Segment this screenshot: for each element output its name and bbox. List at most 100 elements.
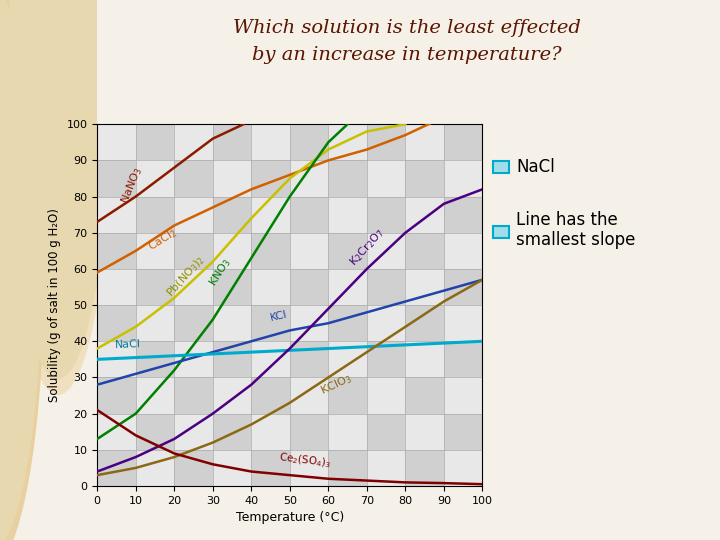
Text: Pb(NO$_3$)$_2$: Pb(NO$_3$)$_2$ (163, 253, 208, 300)
Bar (328, 341, 367, 377)
Text: KNO$_3$: KNO$_3$ (207, 256, 235, 289)
Bar (367, 377, 405, 414)
Bar (213, 341, 251, 377)
Bar (444, 450, 482, 486)
Bar (136, 269, 174, 305)
Bar (328, 160, 367, 197)
Bar (213, 233, 251, 269)
Bar (493, 226, 509, 238)
Bar (290, 197, 328, 233)
Bar (251, 124, 290, 160)
Bar (174, 305, 213, 341)
Bar (97, 269, 136, 305)
Bar (444, 414, 482, 450)
Bar (97, 341, 136, 377)
Bar (251, 414, 290, 450)
Circle shape (8, 0, 109, 378)
Bar (290, 414, 328, 450)
Text: by an increase in temperature?: by an increase in temperature? (252, 46, 562, 64)
Bar (405, 233, 444, 269)
Bar (367, 414, 405, 450)
Bar (136, 233, 174, 269)
Bar (97, 414, 136, 450)
Bar (213, 414, 251, 450)
Text: CaCl$_2$: CaCl$_2$ (145, 226, 180, 254)
Bar (213, 450, 251, 486)
Text: smallest slope: smallest slope (516, 231, 636, 249)
Text: K$_2$Cr$_2$O$_7$: K$_2$Cr$_2$O$_7$ (346, 226, 387, 269)
Bar (290, 377, 328, 414)
Circle shape (5, 0, 112, 394)
Bar (97, 233, 136, 269)
Text: KClO$_3$: KClO$_3$ (318, 372, 354, 398)
Bar (290, 450, 328, 486)
Bar (290, 305, 328, 341)
Bar (405, 341, 444, 377)
Bar (367, 341, 405, 377)
Bar (444, 160, 482, 197)
Bar (174, 233, 213, 269)
Bar (367, 197, 405, 233)
Bar (213, 305, 251, 341)
Bar (405, 414, 444, 450)
Bar (367, 450, 405, 486)
Bar (328, 414, 367, 450)
Bar (444, 233, 482, 269)
Bar (328, 124, 367, 160)
Bar (251, 233, 290, 269)
Bar (213, 269, 251, 305)
Bar (213, 124, 251, 160)
Bar (97, 450, 136, 486)
Bar (367, 124, 405, 160)
Text: NaCl: NaCl (516, 158, 555, 176)
Bar (444, 341, 482, 377)
Bar (136, 197, 174, 233)
Bar (136, 341, 174, 377)
Bar (174, 124, 213, 160)
Bar (174, 197, 213, 233)
Bar (290, 160, 328, 197)
Bar (213, 377, 251, 414)
Bar (367, 233, 405, 269)
Bar (174, 160, 213, 197)
Bar (251, 450, 290, 486)
Text: Which solution is the least effected: Which solution is the least effected (233, 19, 581, 37)
X-axis label: Temperature (°C): Temperature (°C) (235, 511, 344, 524)
Bar (328, 377, 367, 414)
Bar (444, 377, 482, 414)
Circle shape (0, 0, 44, 540)
Y-axis label: Solubility (g of salt in 100 g H₂O): Solubility (g of salt in 100 g H₂O) (48, 208, 61, 402)
Bar (444, 197, 482, 233)
Text: Ce$_2$(SO$_4$)$_3$: Ce$_2$(SO$_4$)$_3$ (278, 451, 332, 471)
Bar (136, 305, 174, 341)
Bar (405, 269, 444, 305)
Bar (405, 377, 444, 414)
Bar (174, 269, 213, 305)
Bar (174, 450, 213, 486)
Bar (97, 160, 136, 197)
Bar (174, 341, 213, 377)
Bar (136, 160, 174, 197)
Bar (136, 377, 174, 414)
Bar (136, 450, 174, 486)
Text: Line has the: Line has the (516, 211, 618, 229)
Bar (444, 269, 482, 305)
Bar (328, 233, 367, 269)
Bar (136, 124, 174, 160)
Bar (251, 160, 290, 197)
Bar (405, 160, 444, 197)
Bar (97, 197, 136, 233)
Bar (251, 269, 290, 305)
Bar (444, 124, 482, 160)
Text: NaCl: NaCl (114, 340, 141, 350)
Bar (405, 124, 444, 160)
Bar (367, 269, 405, 305)
Bar (290, 124, 328, 160)
Bar (97, 124, 136, 160)
Bar (290, 233, 328, 269)
Bar (290, 269, 328, 305)
Bar (328, 305, 367, 341)
Bar (444, 305, 482, 341)
Bar (328, 269, 367, 305)
Bar (493, 161, 509, 173)
